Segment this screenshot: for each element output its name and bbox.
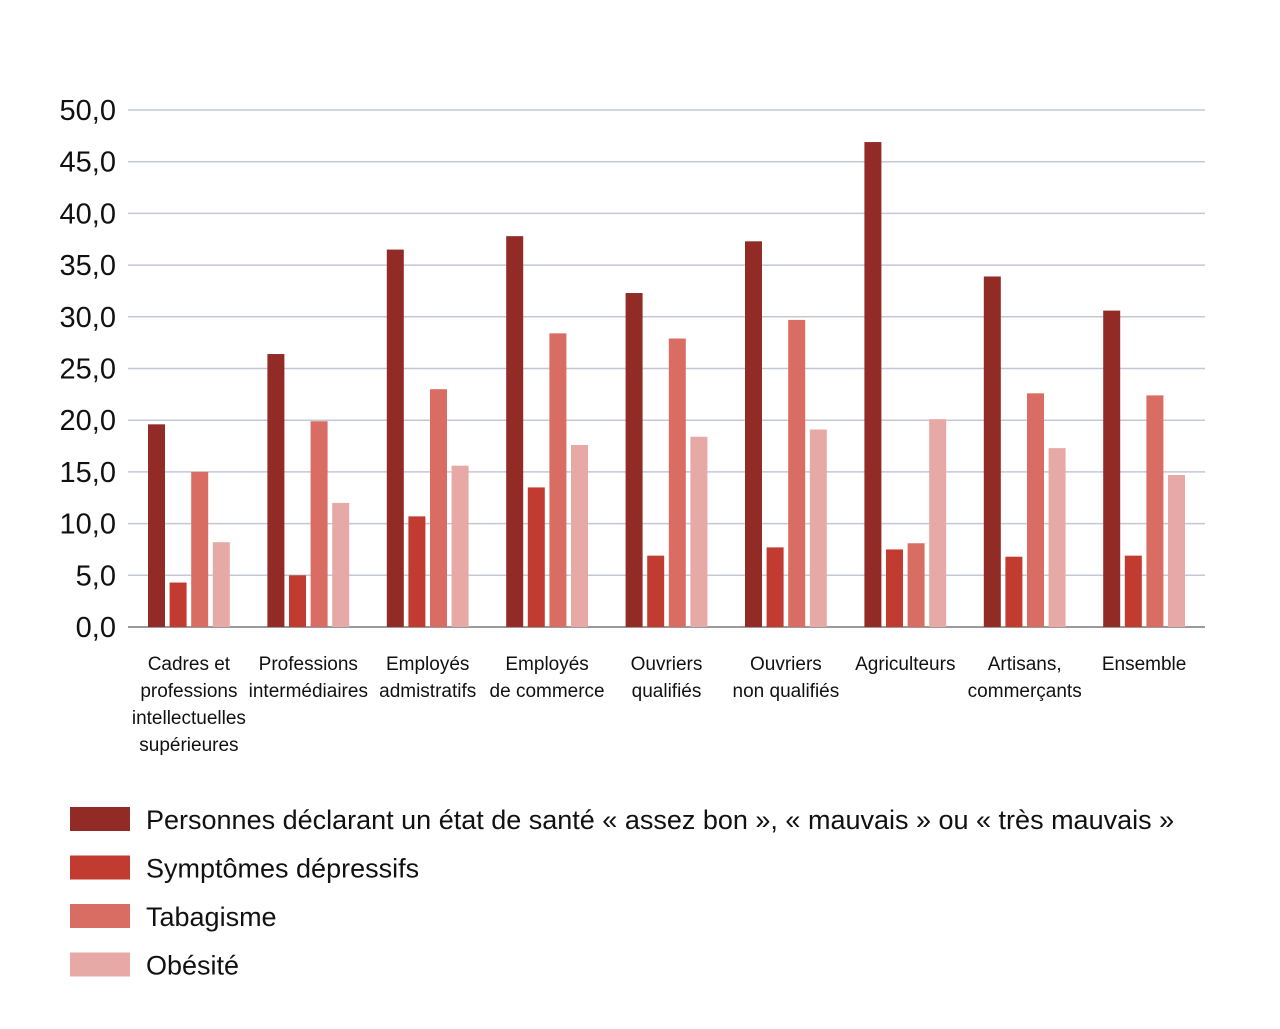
gridlines	[128, 109, 1205, 628]
bar	[907, 543, 925, 627]
x-tick-label: commerçants	[968, 681, 1082, 702]
bar	[766, 547, 784, 627]
y-tick-label: 45,0	[60, 147, 116, 179]
x-tick-label: intellectuelles	[132, 708, 246, 729]
x-tick-label: professions	[140, 681, 237, 702]
x-tick-label: Employés	[386, 654, 469, 675]
bar	[148, 424, 165, 627]
bar	[809, 429, 827, 627]
legend-swatch	[70, 952, 130, 977]
y-tick-label: 20,0	[60, 405, 116, 437]
bar	[690, 436, 708, 627]
x-tick-label: admistratifs	[379, 681, 476, 702]
y-tick-label: 10,0	[60, 509, 116, 541]
legend-label: Personnes déclarant un état de santé « a…	[146, 805, 1174, 835]
bar	[332, 502, 350, 627]
y-tick-label: 50,0	[60, 95, 116, 127]
bar	[788, 319, 806, 627]
legend-swatch	[70, 855, 130, 880]
bar	[668, 338, 686, 627]
bar	[745, 241, 762, 627]
x-tick-label: Professions	[259, 654, 358, 675]
x-tick-label: qualifiés	[632, 681, 702, 702]
bar	[191, 471, 209, 627]
x-tick-label: de commerce	[490, 681, 605, 702]
bar	[625, 293, 643, 627]
y-tick-label: 40,0	[60, 198, 116, 230]
bar	[1124, 555, 1142, 627]
bar	[1005, 556, 1023, 627]
bar	[1168, 475, 1185, 627]
y-tick-label: 25,0	[60, 354, 116, 386]
legend-label: Tabagisme	[146, 902, 277, 932]
bar	[1103, 310, 1121, 627]
bar	[430, 389, 447, 627]
bar	[506, 236, 524, 627]
x-tick-label: Artisans,	[988, 654, 1062, 675]
bar	[1146, 395, 1164, 627]
bar	[310, 421, 328, 627]
bars	[148, 142, 1185, 627]
y-axis-ticks: 0,0 5,0 10,0 15,0 20,0 25,0 30,0 35,0 40,0 45,0 50…	[60, 95, 116, 644]
bar	[864, 142, 882, 627]
legend-label: Obésité	[146, 951, 239, 981]
bar	[386, 249, 404, 627]
bar	[408, 516, 426, 627]
y-tick-label: 15,0	[60, 457, 116, 489]
legend-swatch	[70, 807, 130, 831]
legend: Personnes déclarant un état de santé « a…	[70, 805, 1174, 981]
bar	[647, 555, 665, 627]
y-tick-label: 35,0	[60, 250, 116, 282]
y-tick-label: 5,0	[76, 560, 116, 592]
x-tick-label: non qualifiés	[733, 681, 840, 702]
x-tick-label: supérieures	[139, 735, 238, 756]
x-tick-label: intermédiaires	[249, 681, 368, 702]
bar	[571, 445, 588, 627]
bar	[929, 419, 947, 627]
x-tick-label: Employés	[505, 654, 588, 675]
bar	[527, 487, 545, 627]
y-tick-label: 30,0	[60, 302, 116, 334]
bar	[886, 549, 903, 627]
bar	[1027, 393, 1044, 627]
bar	[289, 575, 306, 627]
y-tick-label: 0,0	[76, 612, 116, 644]
x-tick-label: Agriculteurs	[855, 654, 955, 675]
x-tick-label: Ouvriers	[750, 654, 822, 675]
legend-label: Symptômes dépressifs	[146, 854, 419, 884]
legend-swatch	[70, 904, 130, 928]
bar	[212, 542, 230, 627]
x-tick-label: Ouvriers	[631, 654, 703, 675]
x-axis-categories: Cadres et professions intellectuelles supér…	[132, 654, 1186, 756]
bar	[451, 465, 469, 627]
x-tick-label: Cadres et	[148, 654, 231, 675]
bar	[549, 333, 567, 627]
bar	[267, 354, 285, 627]
bar	[1048, 448, 1066, 627]
bar	[169, 582, 187, 627]
x-tick-label: Ensemble	[1102, 654, 1187, 675]
bar	[983, 276, 1001, 627]
